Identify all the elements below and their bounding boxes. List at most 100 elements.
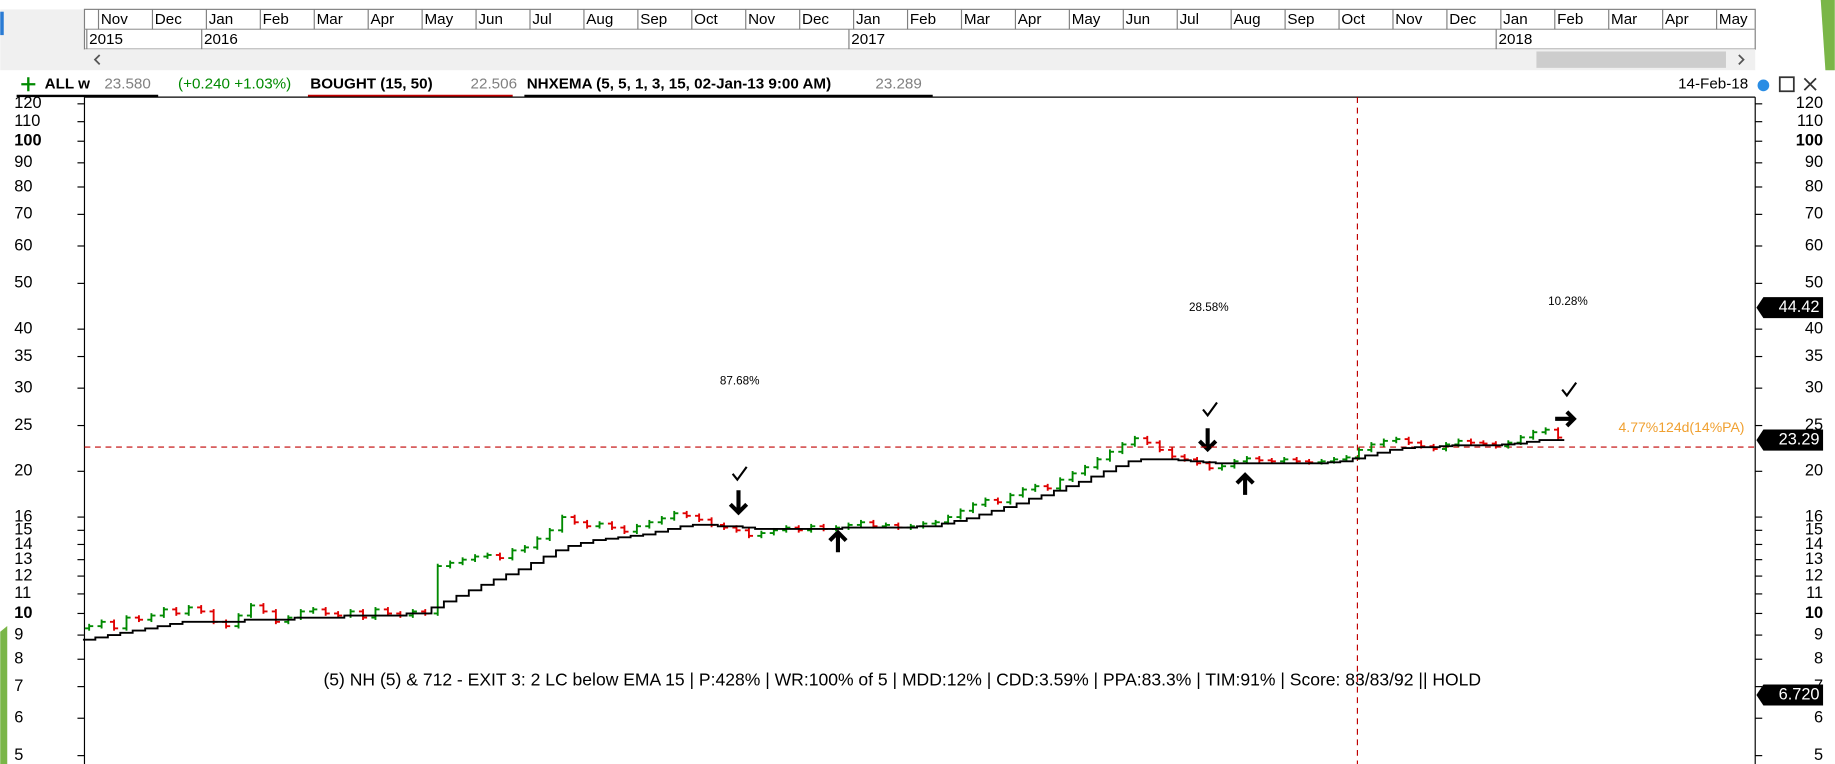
scrollbar[interactable] — [84, 49, 1756, 71]
month-label: May — [424, 11, 453, 28]
month-label: Feb — [910, 11, 936, 28]
legend-bought-name: BOUGHT (15, 50) — [310, 75, 432, 92]
price-bar — [620, 525, 629, 535]
month-label: Apr — [1665, 11, 1689, 28]
y-tick-label: 20 — [1805, 462, 1823, 480]
status-text: (5) NH (5) & 712 - EXIT 3: 2 LC below EM… — [323, 670, 1481, 690]
month-label: Mar — [1611, 11, 1637, 28]
y-tick-label: 10 — [1805, 604, 1823, 622]
price-bar — [558, 514, 567, 533]
y-tick-label: 10 — [14, 604, 32, 622]
month-label: Jul — [532, 11, 551, 28]
month-label: Sep — [1287, 11, 1314, 28]
price-bar — [1155, 440, 1164, 453]
price-bar — [1056, 477, 1065, 491]
month-label: Apr — [1018, 11, 1042, 28]
scroll-left[interactable] — [93, 54, 101, 65]
price-bar — [670, 510, 679, 521]
price-bar — [607, 521, 617, 530]
price-bar — [109, 619, 119, 631]
month-label: Jan — [209, 11, 234, 28]
month-label: Nov — [1395, 11, 1422, 28]
legend-bought-value: 22.506 — [471, 75, 517, 92]
price-bar — [744, 527, 754, 539]
y-tick-label: 5 — [14, 746, 23, 764]
legend-bar — [0, 71, 1835, 96]
price-tag-label: 44.42 — [1779, 298, 1820, 316]
annotation: 87.68% — [720, 375, 760, 388]
annotation: 10.28% — [1548, 295, 1588, 308]
close-button[interactable] — [1803, 77, 1817, 91]
y-tick-label: 20 — [14, 462, 32, 480]
month-label: Jun — [478, 11, 503, 28]
price-bar — [159, 607, 168, 618]
y-tick-label: 70 — [14, 205, 32, 223]
y-tick-label: 60 — [1805, 236, 1823, 254]
y-tick-label: 8 — [1814, 650, 1823, 668]
price-bar — [545, 527, 554, 542]
month-label: Feb — [1557, 11, 1583, 28]
price-bar — [645, 519, 654, 529]
month-label: Oct — [694, 11, 718, 28]
month-label: Feb — [263, 11, 289, 28]
add-button[interactable] — [21, 77, 36, 92]
edge-decoration — [0, 625, 8, 764]
y-tick-label: 50 — [14, 274, 32, 292]
price-tag-label: 6.720 — [1779, 685, 1820, 703]
price-bar — [458, 557, 467, 566]
month-label: Mar — [964, 11, 990, 28]
y-tick-label: 14 — [1805, 535, 1823, 553]
price-bar — [1031, 483, 1040, 492]
header-date: 14-Feb-18 — [1678, 75, 1748, 92]
price-bar — [97, 619, 106, 629]
price-bar — [682, 510, 691, 519]
month-label: May — [1072, 11, 1101, 28]
year-label: 2016 — [204, 31, 238, 48]
y-tick-label: 120 — [14, 94, 41, 112]
scroll-right[interactable] — [1738, 54, 1745, 65]
price-bar — [259, 603, 268, 614]
price-bar — [520, 545, 529, 553]
year-label: 2015 — [89, 31, 123, 48]
price-bar — [1541, 427, 1550, 435]
price-bar — [1255, 456, 1264, 463]
y-tick-label: 35 — [14, 347, 32, 365]
price-bar — [1043, 483, 1052, 491]
month-label: Jan — [856, 11, 881, 28]
price-bar — [184, 605, 193, 616]
price-bar — [1404, 436, 1413, 445]
y-tick-label: 13 — [1805, 550, 1823, 568]
y-tick-label: 90 — [1805, 153, 1823, 171]
month-label: Apr — [371, 11, 395, 28]
buy-arrow — [1235, 472, 1255, 495]
price-bar — [657, 516, 666, 525]
checkmark — [731, 466, 748, 482]
signal-arrows — [728, 410, 1577, 553]
year-label: 2017 — [851, 31, 885, 48]
y-tick-label: 9 — [1814, 625, 1823, 643]
month-label: Jun — [1126, 11, 1151, 28]
month-label: Dec — [1449, 11, 1476, 28]
maximize-button[interactable] — [1778, 76, 1795, 93]
y-tick-label: 9 — [14, 625, 23, 643]
price-bar — [570, 514, 579, 525]
price-bar — [246, 603, 256, 618]
price-bar — [1379, 438, 1388, 447]
price-bar — [1143, 435, 1152, 445]
price-bar — [757, 530, 766, 539]
scrollbar-thumb[interactable] — [1536, 51, 1726, 68]
y-tick-label: 90 — [14, 153, 32, 171]
y-tick-label: 11 — [1806, 584, 1823, 602]
edge-marker — [0, 11, 4, 36]
y-tick-label: 100 — [1796, 132, 1823, 150]
price-bar — [470, 554, 480, 562]
price-bar — [1080, 464, 1090, 476]
y-tick-label: 30 — [14, 378, 32, 396]
price-tag — [1756, 684, 1824, 706]
y-tick-label: 100 — [14, 132, 41, 150]
month-label: Mar — [317, 11, 343, 28]
price-bar — [1118, 442, 1127, 455]
